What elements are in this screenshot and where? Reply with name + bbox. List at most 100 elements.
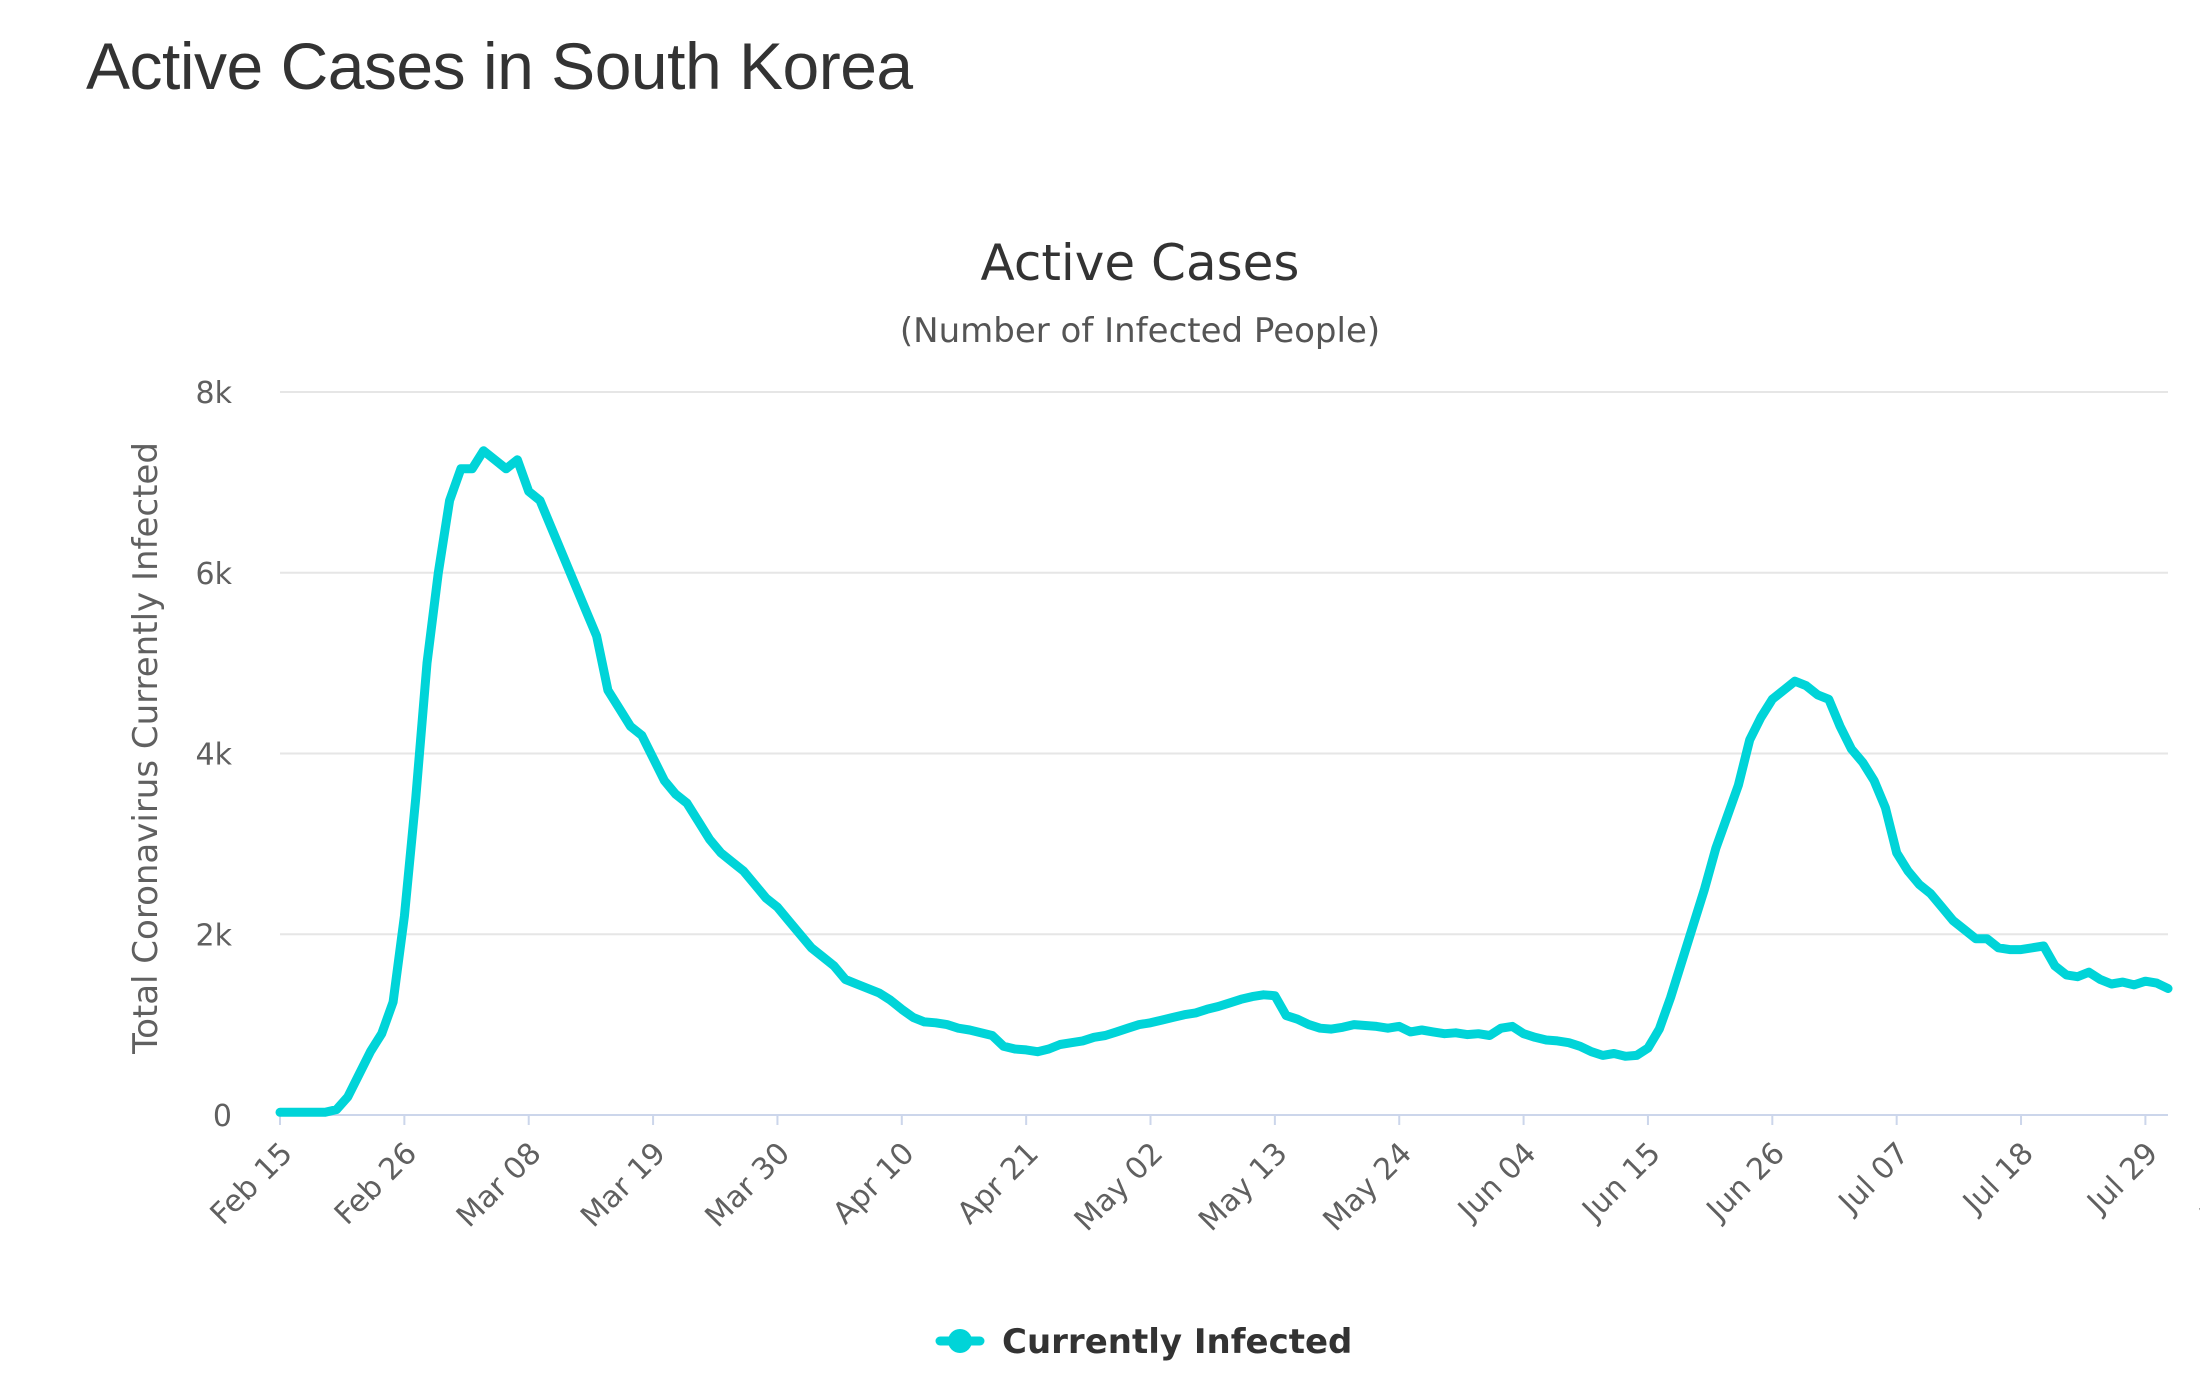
data-point <box>379 1031 385 1037</box>
data-point <box>1272 993 1278 999</box>
data-point <box>571 579 577 585</box>
data-point <box>1905 868 1911 874</box>
y-tick-label: 4k <box>196 738 233 773</box>
data-point <box>1860 760 1866 766</box>
data-point <box>1385 1025 1391 1031</box>
data-point <box>277 1109 283 1115</box>
data-point <box>447 497 453 503</box>
series-line-currently-infected[interactable] <box>275 446 2173 1117</box>
data-point <box>1882 805 1888 811</box>
data-point <box>1102 1032 1108 1038</box>
x-tick-label: Mar 19 <box>574 1136 673 1235</box>
data-point <box>390 999 396 1005</box>
data-point <box>2007 947 2013 953</box>
data-point <box>2018 947 2024 953</box>
data-point <box>1815 692 1821 698</box>
data-point <box>616 705 622 711</box>
data-point <box>808 945 814 951</box>
data-point <box>695 818 701 824</box>
data-point <box>367 1049 373 1055</box>
data-point <box>1679 958 1685 964</box>
data-point <box>786 918 792 924</box>
data-point <box>503 466 509 472</box>
data-point <box>1645 1045 1651 1051</box>
data-point <box>1543 1037 1549 1043</box>
y-tick-label: 2k <box>196 918 233 953</box>
x-tick-label: Feb 15 <box>204 1136 300 1232</box>
data-point <box>2041 943 2047 949</box>
data-point <box>1215 1004 1221 1010</box>
data-point <box>1283 1013 1289 1019</box>
data-point <box>1701 886 1707 892</box>
data-point <box>1747 737 1753 743</box>
data-point <box>2063 972 2069 978</box>
data-point <box>865 985 871 991</box>
data-point <box>1181 1012 1187 1018</box>
chart-subtitle: (Number of Infected People) <box>900 311 1380 351</box>
data-point <box>955 1025 961 1031</box>
data-point <box>1668 995 1674 1001</box>
data-point <box>1521 1031 1527 1037</box>
data-point <box>2097 976 2103 982</box>
data-point <box>1781 687 1787 693</box>
data-point <box>469 466 475 472</box>
data-point <box>2131 982 2137 988</box>
data-point <box>989 1032 995 1038</box>
data-point <box>334 1107 340 1113</box>
data-point <box>1984 936 1990 942</box>
data-point <box>933 1020 939 1026</box>
data-point <box>345 1094 351 1100</box>
data-point <box>1487 1032 1493 1038</box>
data-point <box>322 1109 328 1115</box>
data-point <box>1588 1049 1594 1055</box>
data-point <box>1419 1027 1425 1033</box>
y-tick-label: 6k <box>196 557 233 592</box>
x-tick-label: Jun 15 <box>1575 1136 1668 1229</box>
data-point <box>424 660 430 666</box>
data-point <box>1227 1000 1233 1006</box>
data-point <box>1713 845 1719 851</box>
data-point <box>1114 1029 1120 1035</box>
data-point <box>831 963 837 969</box>
y-axis-label: Total Coronavirus Currently Infected <box>126 442 166 1055</box>
data-point <box>2086 969 2092 975</box>
x-tick-label: May 02 <box>1068 1136 1170 1238</box>
data-point <box>514 457 520 463</box>
data-point <box>1034 1049 1040 1055</box>
data-point <box>921 1019 927 1025</box>
data-point <box>1769 696 1775 702</box>
data-point <box>763 895 769 901</box>
legend[interactable]: Currently Infected <box>935 1322 1352 1362</box>
data-point <box>1916 882 1922 888</box>
data-point <box>1973 936 1979 942</box>
data-point <box>1136 1022 1142 1028</box>
data-point <box>1656 1026 1662 1032</box>
series-layer <box>275 446 2173 1117</box>
data-point <box>1057 1042 1063 1048</box>
x-tick-label: Mar 30 <box>699 1136 798 1235</box>
data-point <box>1475 1031 1481 1037</box>
data-point <box>1091 1034 1097 1040</box>
data-point <box>842 976 848 982</box>
data-point <box>1735 782 1741 788</box>
data-point <box>1430 1029 1436 1035</box>
data-point <box>1453 1030 1459 1036</box>
data-point <box>1001 1043 1007 1049</box>
data-point <box>1464 1032 1470 1038</box>
x-axis-ticks: Feb 15 Feb 26 Mar 08 Mar 19 Mar 30 Apr 10 Apr … <box>204 1115 2200 1238</box>
data-point <box>1600 1052 1606 1058</box>
data-point <box>876 990 882 996</box>
chart-title: Active Cases <box>981 234 1300 292</box>
data-point <box>1509 1023 1515 1029</box>
data-point <box>718 850 724 856</box>
data-point <box>1758 714 1764 720</box>
data-point <box>774 904 780 910</box>
data-point <box>1848 746 1854 752</box>
data-point <box>1080 1038 1086 1044</box>
data-point <box>492 457 498 463</box>
data-point <box>639 732 645 738</box>
x-tick-label: Feb 26 <box>328 1136 424 1232</box>
data-point <box>978 1030 984 1036</box>
data-point <box>1792 678 1798 684</box>
